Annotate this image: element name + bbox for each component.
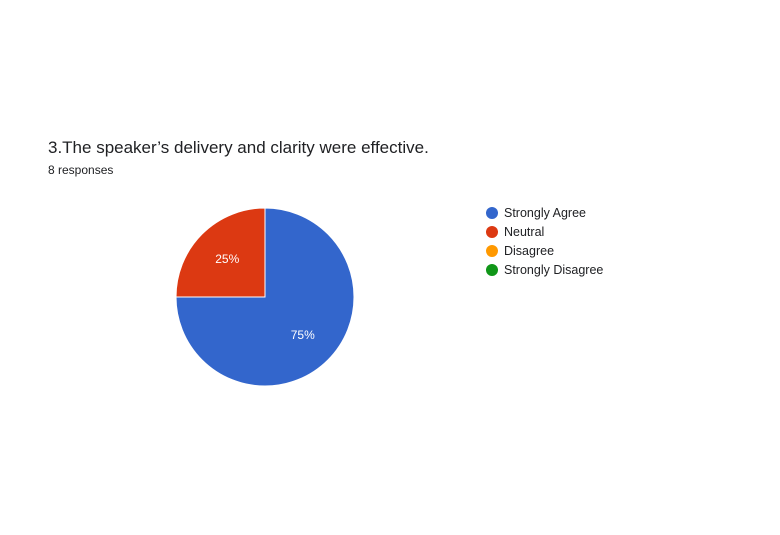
response-count: 8 responses [48,163,114,177]
legend-label: Strongly Disagree [504,263,604,277]
slice-label: 75% [291,328,315,342]
slice-label: 25% [215,252,239,266]
legend-item[interactable]: Neutral [486,225,544,239]
legend-label: Disagree [504,244,555,258]
legend-swatch [486,226,498,238]
pie-slice-neutral[interactable] [175,207,266,298]
legend-item[interactable]: Strongly Disagree [486,263,603,277]
legend-label: Neutral [504,225,545,239]
chart-title: 3.The speaker’s delivery and clarity wer… [48,138,429,157]
legend-swatch [486,207,498,219]
legend-item[interactable]: Disagree [486,244,554,258]
legend-swatch [486,245,498,257]
legend-item[interactable]: Strongly Agree [486,206,586,220]
legend-label: Strongly Agree [504,206,586,220]
legend-swatch [486,264,498,276]
